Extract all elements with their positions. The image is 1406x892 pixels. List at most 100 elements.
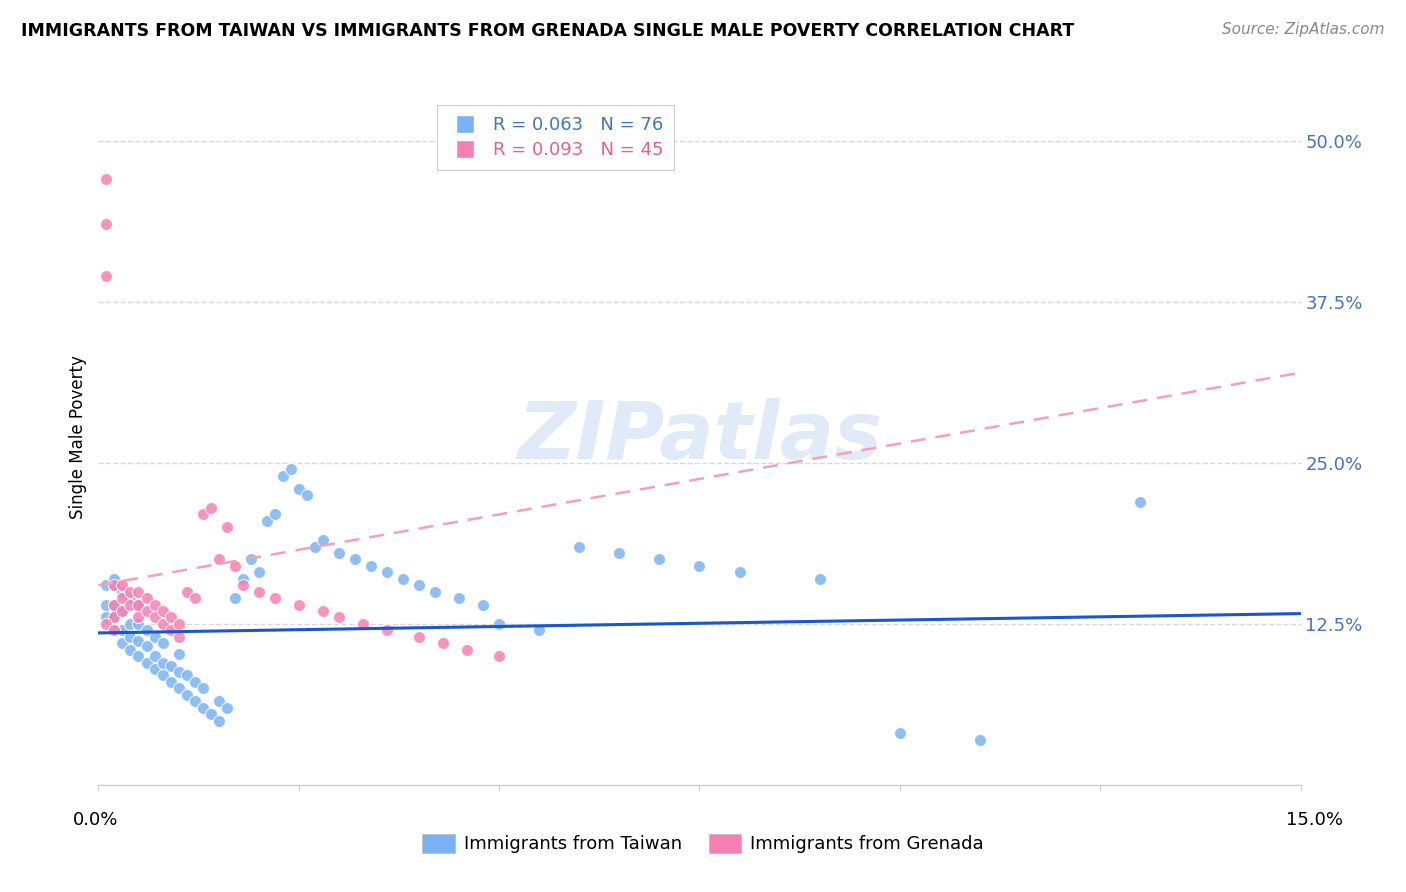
Point [128, 598, 150, 612]
Point [135, 604, 157, 618]
Point [239, 552, 262, 566]
Point [215, 700, 238, 714]
Point [224, 591, 246, 606]
Point [111, 591, 134, 606]
Point [152, 604, 174, 618]
Point [120, 598, 142, 612]
Point [200, 500, 222, 515]
Point [159, 659, 181, 673]
Point [375, 566, 398, 580]
Point [96, 578, 118, 592]
Point [103, 598, 125, 612]
Point [280, 462, 302, 476]
Point [159, 610, 181, 624]
Point [128, 633, 150, 648]
Point [183, 694, 205, 708]
Point [375, 624, 398, 638]
Point [96, 268, 118, 283]
Point [128, 616, 150, 631]
Point [200, 707, 222, 722]
Point [247, 584, 270, 599]
Point [447, 591, 470, 606]
Point [352, 616, 374, 631]
Point [167, 665, 190, 679]
Point [103, 572, 125, 586]
Point [208, 694, 231, 708]
Point [96, 616, 118, 631]
Point [152, 656, 174, 670]
Text: IMMIGRANTS FROM TAIWAN VS IMMIGRANTS FROM GRENADA SINGLE MALE POVERTY CORRELATIO: IMMIGRANTS FROM TAIWAN VS IMMIGRANTS FRO… [21, 22, 1074, 40]
Point [295, 488, 318, 502]
Point [159, 624, 181, 638]
Point [728, 566, 751, 580]
Point [215, 520, 238, 534]
Point [472, 598, 495, 612]
Point [529, 624, 551, 638]
Point [159, 674, 181, 689]
Point [232, 578, 254, 592]
Point [343, 552, 366, 566]
Point [128, 649, 150, 664]
Point [889, 726, 911, 740]
Point [271, 468, 294, 483]
Point [111, 578, 134, 592]
Point [176, 668, 198, 682]
Point [304, 540, 326, 554]
Y-axis label: Single Male Poverty: Single Male Poverty [69, 355, 87, 519]
Point [111, 604, 134, 618]
Point [128, 598, 150, 612]
Point [488, 616, 510, 631]
Point [176, 688, 198, 702]
Point [208, 714, 231, 728]
Point [103, 578, 125, 592]
Point [312, 604, 335, 618]
Point [288, 482, 311, 496]
Point [969, 732, 991, 747]
Point [128, 610, 150, 624]
Point [103, 624, 125, 638]
Point [120, 642, 142, 657]
Point [176, 584, 198, 599]
Point [103, 598, 125, 612]
Point [143, 662, 166, 676]
Point [609, 546, 631, 560]
Point [152, 636, 174, 650]
Point [191, 508, 214, 522]
Point [143, 649, 166, 664]
Point [408, 630, 430, 644]
Point [103, 610, 125, 624]
Point [143, 630, 166, 644]
Point [183, 674, 205, 689]
Point [432, 636, 454, 650]
Point [360, 558, 382, 573]
Point [135, 656, 157, 670]
Point [111, 636, 134, 650]
Point [263, 591, 285, 606]
Point [103, 578, 125, 592]
Point [96, 172, 118, 186]
Point [152, 616, 174, 631]
Point [135, 591, 157, 606]
Point [120, 616, 142, 631]
Point [143, 610, 166, 624]
Legend: R = 0.063   N = 76, R = 0.093   N = 45: R = 0.063 N = 76, R = 0.093 N = 45 [437, 105, 673, 170]
Point [256, 514, 278, 528]
Text: ZIPatlas: ZIPatlas [517, 398, 882, 476]
Point [111, 584, 134, 599]
Point [392, 572, 415, 586]
Point [648, 552, 671, 566]
Point [247, 566, 270, 580]
Point [191, 681, 214, 696]
Point [689, 558, 711, 573]
Point [167, 647, 190, 661]
Point [111, 604, 134, 618]
Point [111, 624, 134, 638]
Text: Source: ZipAtlas.com: Source: ZipAtlas.com [1222, 22, 1385, 37]
Point [96, 598, 118, 612]
Point [183, 591, 205, 606]
Point [312, 533, 335, 548]
Point [191, 700, 214, 714]
Point [128, 584, 150, 599]
Point [208, 552, 231, 566]
Point [328, 546, 350, 560]
